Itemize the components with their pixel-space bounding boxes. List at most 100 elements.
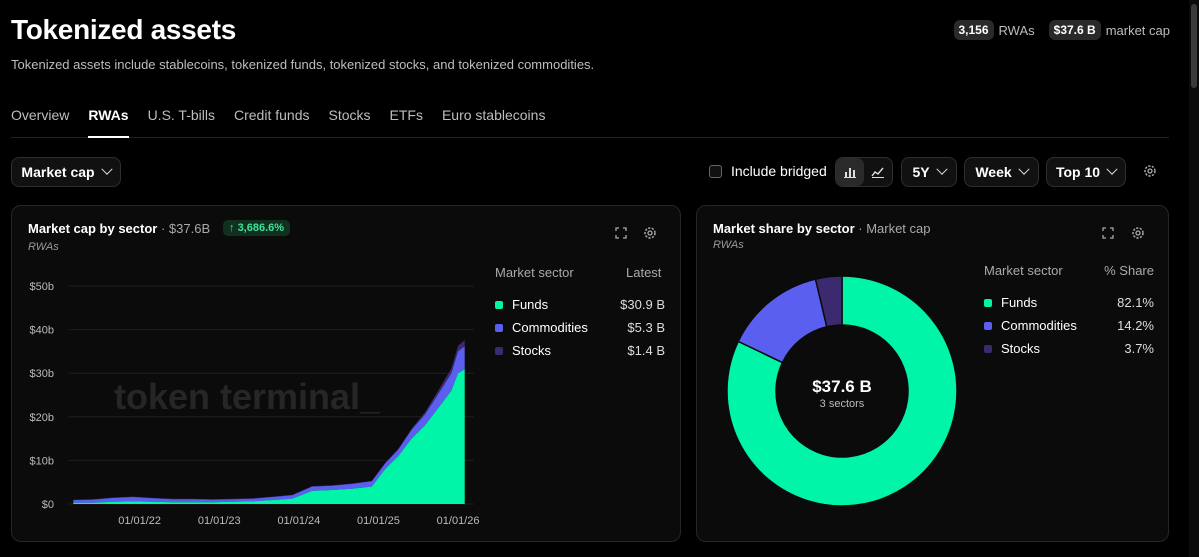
right-card-title: Market share by sector · Market cap — [713, 221, 931, 236]
line-chart-toggle[interactable] — [864, 158, 892, 186]
donut-slice-stocks[interactable] — [814, 275, 843, 328]
rwa-count-stat: 3,156 RWAs — [953, 20, 1035, 40]
legend-label: Commodities — [512, 320, 588, 335]
chart-type-toggle — [835, 157, 893, 187]
page-scrollbar[interactable] — [1189, 0, 1199, 557]
x-tick-label: 01/01/26 — [437, 515, 480, 526]
x-tick-label: 01/01/23 — [198, 515, 241, 526]
legend-label: Stocks — [1001, 341, 1041, 356]
expand-icon[interactable] — [613, 225, 629, 241]
y-tick-label: $50b — [30, 281, 54, 293]
line-chart-icon — [871, 167, 884, 178]
market-cap-area-chart: $0 $10b $20b $30b $40b $50b token terminal_ 01/… — [30, 281, 480, 526]
donut-center-value: $37.6 B — [812, 377, 872, 396]
include-bridged-toggle[interactable]: Include bridged — [709, 163, 827, 179]
legend-value: $5.3 B — [627, 320, 665, 335]
chevron-down-icon — [935, 163, 948, 175]
page-title: Tokenized assets — [11, 14, 236, 45]
y-tick-label: $20b — [30, 412, 54, 424]
x-tick-label: 01/01/24 — [277, 515, 320, 526]
legend-swatch — [495, 323, 503, 332]
tab-rwas[interactable]: RWAs — [88, 106, 129, 138]
page-subtitle: Tokenized assets include stablecoins, to… — [11, 57, 595, 72]
settings-gear-icon[interactable] — [1142, 163, 1158, 179]
top-dropdown[interactable]: Top 10 — [1046, 157, 1126, 187]
legend-swatch — [984, 344, 992, 353]
market-share-donut-chart: $37.6 B 3 sectors — [726, 275, 958, 507]
tab-etfs[interactable]: ETFs — [389, 107, 423, 123]
right-legend-item-funds[interactable]: Funds — [984, 295, 1037, 310]
chevron-down-icon — [100, 163, 113, 175]
y-tick-label: $0 — [42, 499, 54, 511]
expand-icon[interactable] — [1100, 225, 1116, 241]
legend-value: $30.9 B — [620, 297, 665, 312]
legend-swatch — [984, 321, 992, 330]
top-dropdown-label: Top 10 — [1055, 164, 1101, 180]
tab-euro-stablecoins[interactable]: Euro stablecoins — [441, 107, 546, 123]
y-tick-label: $40b — [30, 325, 54, 337]
chevron-down-icon — [1106, 163, 1118, 175]
legend-swatch — [984, 298, 992, 307]
right-card-title-suffix: · Market cap — [858, 221, 931, 236]
header-stats: 3,156 RWAs $37.6 B market cap — [953, 20, 1170, 40]
interval-dropdown-label: Week — [975, 164, 1012, 180]
range-dropdown-label: 5Y — [912, 164, 930, 180]
legend-value: $1.4 B — [627, 343, 665, 358]
card-settings-gear-icon[interactable] — [1130, 225, 1146, 241]
arrow-up-icon: ↑ — [229, 222, 235, 234]
interval-dropdown[interactable]: Week — [964, 157, 1039, 187]
left-card-subtitle: RWAs — [28, 241, 59, 253]
change-badge-value: 3,686.6% — [237, 222, 285, 234]
metric-dropdown[interactable]: Market cap — [11, 157, 121, 187]
x-tick-label: 01/01/22 — [118, 515, 161, 526]
area-series-funds[interactable] — [73, 369, 465, 504]
market-share-by-sector-card: Market share by sector · Market cap RWAs… — [696, 205, 1169, 542]
right-legend-item-stocks[interactable]: Stocks — [984, 341, 1040, 356]
left-legend-header-value: Latest — [626, 265, 662, 280]
right-legend-header-name: Market sector — [984, 263, 1063, 278]
metric-dropdown-label: Market cap — [21, 164, 95, 180]
left-legend-item-stocks[interactable]: Stocks — [495, 343, 551, 358]
legend-label: Stocks — [512, 343, 552, 358]
range-dropdown[interactable]: 5Y — [901, 157, 957, 187]
legend-value: 14.2% — [1117, 318, 1154, 333]
legend-value: 3.7% — [1124, 341, 1154, 356]
donut-center-label: 3 sectors — [820, 398, 865, 410]
y-tick-label: $10b — [30, 455, 54, 467]
include-bridged-checkbox[interactable] — [709, 164, 722, 178]
legend-label: Funds — [512, 297, 549, 312]
chevron-down-icon — [1017, 163, 1030, 175]
right-card-subtitle: RWAs — [713, 239, 744, 251]
market-cap-stat: $37.6 B market cap — [1048, 20, 1170, 40]
right-card-title-text: Market share by sector — [713, 221, 855, 236]
right-legend-header-value: % Share — [1104, 263, 1154, 278]
left-legend-item-funds[interactable]: Funds — [495, 297, 548, 312]
legend-swatch — [495, 300, 503, 309]
left-card-title-text: Market cap by sector — [28, 221, 158, 236]
card-settings-gear-icon[interactable] — [642, 225, 658, 241]
tab-bar: Overview RWAs U.S. T-bills Credit funds … — [11, 106, 1169, 138]
tab-stocks[interactable]: Stocks — [328, 107, 371, 123]
bar-chart-icon — [844, 168, 856, 178]
tab-us-tbills[interactable]: U.S. T-bills — [147, 107, 215, 123]
legend-swatch — [495, 346, 503, 355]
legend-value: 82.1% — [1117, 295, 1154, 310]
left-card-total: · $37.6B — [160, 221, 211, 236]
donut-slice-funds[interactable] — [726, 275, 958, 507]
include-bridged-label: Include bridged — [731, 163, 827, 179]
left-legend-item-commodities[interactable]: Commodities — [495, 320, 588, 335]
tab-credit-funds[interactable]: Credit funds — [234, 107, 310, 123]
market-cap-label: market cap — [1105, 22, 1170, 38]
right-legend-item-commodities[interactable]: Commodities — [984, 318, 1077, 333]
left-legend-header-name: Market sector — [495, 265, 574, 280]
tab-overview[interactable]: Overview — [11, 107, 70, 123]
y-tick-label: $30b — [30, 368, 54, 380]
x-tick-label: 01/01/25 — [357, 515, 400, 526]
scrollbar-thumb[interactable] — [1191, 4, 1197, 88]
market-cap-by-sector-card: Market cap by sector · $37.6B ↑ 3,686.6%… — [11, 205, 681, 542]
watermark-text: token terminal_ — [114, 376, 381, 417]
legend-label: Commodities — [1001, 318, 1077, 333]
change-badge: ↑ 3,686.6% — [223, 220, 291, 236]
rwa-count-value: 3,156 — [953, 20, 994, 40]
bar-chart-toggle[interactable] — [836, 158, 864, 186]
